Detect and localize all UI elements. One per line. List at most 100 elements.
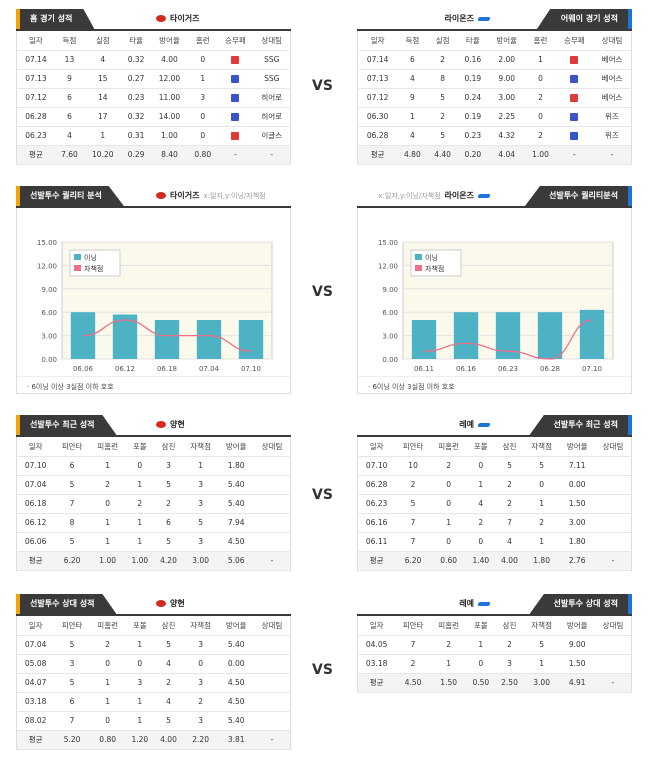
table-cell: 0 [125,654,155,674]
column-header: 피홈런 [430,437,467,457]
home-record-panel: 홈 경기 성적 타이거즈 일자 득점 실점 타율 방어율 홈런 승무패 상대팀 07.14 13 4… [16,9,291,165]
y-tick-label: 0.00 [382,356,398,364]
table-cell: 1 [430,513,467,533]
legend-label: 이닝 [84,253,97,262]
table-row: 07.10 6 1 0 3 1 1.80 [16,456,291,476]
table-cell: 1 [125,711,155,731]
loss-badge-icon [555,50,594,70]
table-cell: 2 [125,494,155,514]
average-cell: 0.80 [188,145,218,165]
x-tick-label: 06.28 [540,365,560,373]
column-header: 삼진 [495,437,524,457]
table-cell: 9 [54,69,85,89]
table-cell: 2 [525,126,556,146]
table-cell: 1 [525,50,556,70]
column-header: 타율 [121,31,151,51]
table-cell: 1 [125,513,155,533]
table-cell: 1 [125,635,155,655]
table-cell: 2 [427,107,458,127]
table-cell: 3 [182,475,219,495]
column-header: 일자 [16,437,55,457]
column-header: 자책점 [182,437,219,457]
column-header: 실점 [84,31,122,51]
table-cell: 히어로 [253,88,291,108]
x-tick-label: 07.10 [241,365,261,373]
table-cell: 5 [523,635,560,655]
innings-bar [196,320,222,359]
table-cell: 07.04 [16,635,55,655]
table-cell: 3 [54,654,90,674]
table-cell: 0.23 [121,88,151,108]
table-cell: 3 [182,711,219,731]
table-cell: 8 [427,69,458,89]
table-cell: 1 [84,126,122,146]
vs-label-3: VS [312,487,333,503]
table-cell: 3 [182,635,219,655]
table-cell: 3.00 [559,513,595,533]
average-cell: 5.20 [54,730,90,750]
legend-label: 자책점 [84,264,103,273]
table-cell: 4.50 [218,692,254,712]
table-cell: 15 [84,69,122,89]
table-cell: 03.18 [16,692,55,712]
average-cell: 6.20 [395,551,431,571]
y-tick-label: 15.00 [37,239,57,247]
table-cell: 6 [54,692,90,712]
table-cell: 0 [89,711,126,731]
average-cell: 0.60 [430,551,467,571]
innings-bar [112,314,138,359]
table-cell: 03.18 [357,654,396,674]
table-cell: 1 [397,107,428,127]
average-row: 평균 6.20 0.60 1.40 4.00 1.80 2.76- [357,551,632,571]
table-cell: 10 [395,456,431,476]
table-cell: 05.08 [16,654,55,674]
tigers-logo-icon [156,192,166,199]
table-row: 03.18 2 1 0 3 1 1.50 [357,654,632,674]
table-cell: 1.80 [559,532,595,552]
innings-bar [238,320,264,359]
table-cell: 5 [54,532,90,552]
quality-left-tag: 선발투수 퀄리티 분석 [16,186,124,206]
table-cell: 08.02 [16,711,55,731]
x-tick-label: 06.06 [73,365,94,373]
table-cell: 1.00 [150,126,189,146]
legend-swatch [415,265,422,271]
table-cell: 5 [523,456,560,476]
table-row: 05.08 3 0 0 4 0 0.00 [16,654,291,674]
column-header: 포볼 [466,437,496,457]
table-cell: 1 [125,475,155,495]
table-cell: 5 [495,456,524,476]
y-tick-label: 3.00 [382,333,398,341]
table-cell: 07.13 [357,69,398,89]
quality-right-tag: 선발투수 퀄리티분석 [524,186,632,206]
table-row: 06.23 5 0 4 2 1 1.50 [357,494,632,514]
y-tick-label: 12.00 [37,262,57,270]
average-cell: 4.00 [154,730,183,750]
table-cell: 2 [427,50,458,70]
column-header: 방어율 [487,31,526,51]
average-cell: - [217,145,254,165]
table-cell: 7 [54,494,90,514]
table-cell: 1 [89,692,126,712]
table-cell: 0 [525,107,556,127]
average-cell: 4.04 [487,145,526,165]
column-header: 피안타 [395,437,431,457]
table-cell [254,494,291,514]
table-cell: 5 [54,475,90,495]
y-tick-label: 6.00 [382,309,398,317]
table-cell: 2 [430,456,467,476]
y-tick-label: 3.00 [41,333,57,341]
table-row: 06.12 8 1 1 6 5 7.94 [16,513,291,533]
average-cell: - [254,551,291,571]
win-badge-icon [555,126,594,146]
tigers-logo-icon [156,421,166,428]
table-row: 07.04 5 2 1 5 3 5.40 [16,475,291,495]
table-cell: 0 [188,107,218,127]
table-row: 06.28 2 0 1 2 0 0.00 [357,475,632,495]
table-cell: 1 [125,532,155,552]
table-cell: 0.16 [457,50,488,70]
column-header: 삼진 [154,437,183,457]
quality-right-chart: 0.00 3.00 6.00 9.00 12.00 15.00 06.11 06.16 06.2… [378,239,614,373]
average-cell: 4.20 [154,551,183,571]
table-row: 06.06 5 1 1 5 3 4.50 [16,532,291,552]
